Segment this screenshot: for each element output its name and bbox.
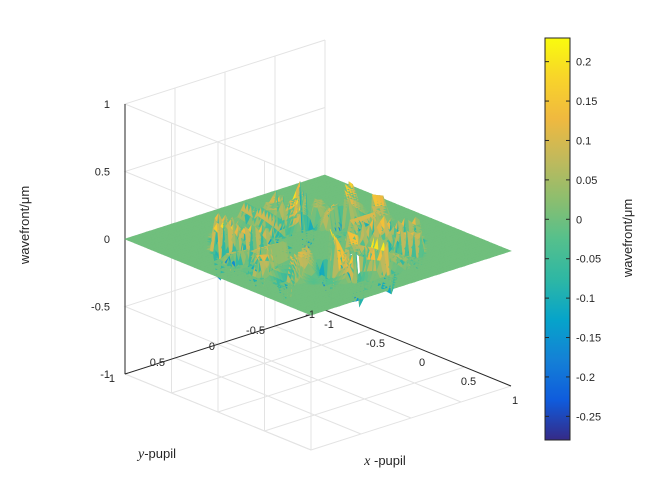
z-tick-label: -1 — [100, 369, 110, 381]
z-tick-label: 0 — [104, 234, 110, 246]
surface-cell — [503, 249, 512, 253]
grid-line — [274, 325, 462, 403]
x-tick-label: -0.5 — [366, 338, 385, 350]
colorbar-tick-label: 0.1 — [576, 135, 591, 147]
colorbar-tick-label: 0.05 — [576, 175, 597, 187]
colorbar-label: wavefront/μm — [620, 199, 635, 278]
colorbar-tick-label: -0.1 — [576, 293, 595, 305]
colorbar-tick-label: -0.05 — [576, 254, 601, 266]
y-tick-label: 0 — [209, 341, 215, 353]
y-axis-label-var: y — [136, 447, 145, 462]
x-tick-label: -1 — [324, 319, 334, 331]
colorbar-ticks: 0.2 0.15 0.1 0.05 0 -0.05 -0.1 -0.15 -0.2 -0.25 — [545, 57, 601, 423]
y-axis-label: y-pupil — [136, 446, 176, 462]
colorbar-tick-label: -0.2 — [576, 372, 595, 384]
x-axis-label: x -pupil — [363, 453, 406, 469]
x-tick-label: 0.5 — [461, 376, 476, 388]
z-axis-label: wavefront/μm — [17, 186, 32, 265]
grid-line — [174, 357, 362, 435]
colorbar-gradient — [544, 37, 571, 441]
z-tick-label: 0.5 — [95, 167, 110, 179]
x-tick-label: 1 — [512, 395, 518, 407]
colorbar-tick-label: 0 — [576, 214, 582, 226]
colorbar-tick-label: 0.2 — [576, 57, 591, 69]
grid-line — [224, 341, 412, 419]
y-tick-label: 0.5 — [150, 357, 165, 369]
y-axis-label-rest: -pupil — [144, 446, 176, 461]
tick-labels: -1-0.500.51-1-0.500.51-1-0.500.51 — [91, 99, 518, 407]
colorbar-tick-label: -0.25 — [576, 411, 601, 423]
colorbar-tick-label: -0.15 — [576, 333, 601, 345]
x-axis-label-rest: -pupil — [370, 453, 406, 468]
colorbar-tick-label: 0.15 — [576, 96, 597, 108]
x-axis-label-var: x — [363, 454, 371, 469]
y-tick-label: -0.5 — [246, 325, 265, 337]
axis-edge — [324, 309, 512, 387]
z-tick-label: 1 — [104, 99, 110, 111]
x-tick-label: 0 — [419, 357, 425, 369]
colorbar: 0.2 0.15 0.1 0.05 0 -0.05 -0.1 -0.15 -0.2 -0.25 w… — [544, 37, 635, 441]
wavefront-surface — [124, 174, 512, 316]
y-tick-label: -1 — [305, 309, 315, 321]
axis-edge — [124, 309, 326, 375]
y-tick-label: 1 — [109, 373, 115, 385]
z-tick-label: -0.5 — [91, 302, 110, 314]
